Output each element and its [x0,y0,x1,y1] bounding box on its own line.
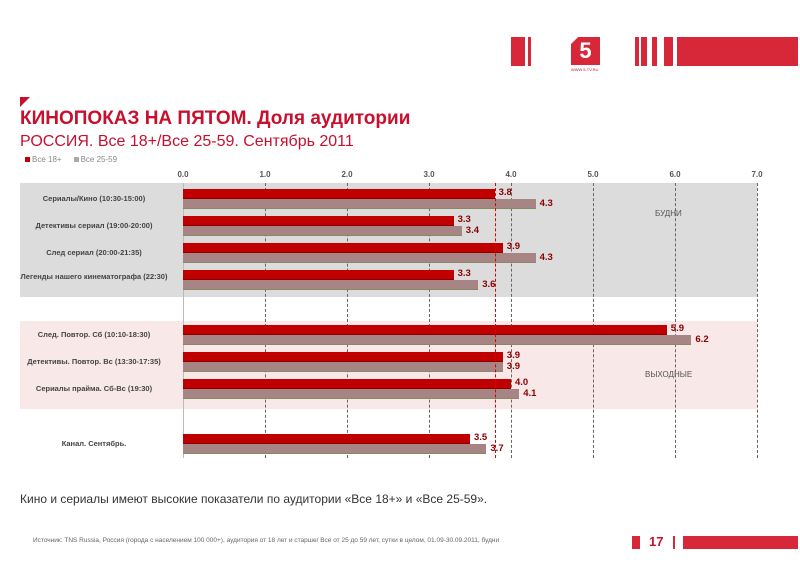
footer-stripes [673,536,675,549]
data-label: 4.3 [539,198,553,209]
y-axis [183,183,184,458]
footer-stripe [632,536,640,549]
bar-25-59 [183,335,692,345]
bar-18plus [183,379,511,389]
gridline [265,183,266,458]
source-note: Источник: TNS Russia, Россия (города с н… [33,537,500,544]
bar-25-59 [183,280,479,290]
data-label: 4.3 [539,252,553,263]
x-tick-label: 4.0 [505,170,517,179]
page-number: 17 [649,534,664,549]
bar-25-59 [183,362,503,372]
category-label: Канал. Сентябрь. [61,439,127,448]
data-label: 3.7 [490,443,504,454]
bar-25-59 [183,253,536,263]
legend-item: Все 18+ [25,155,62,165]
data-label: 5.9 [670,323,685,334]
gridline [757,183,758,458]
x-tick-label: 6.0 [669,170,681,179]
category-label: След. Повтор. Сб (10:10-18:30) [37,330,151,339]
x-tick-label: 5.0 [587,170,599,179]
header-stripe-4 [641,37,647,66]
bar-25-59 [183,226,462,236]
header-stripe-5 [652,37,657,66]
category-label: След сериал (20:00-21:35) [46,248,142,257]
bar-18plus [183,352,503,362]
header-stripe-2 [528,37,531,66]
weekday-label: БУДНИ [655,209,682,218]
header-bar [677,37,798,66]
data-label: 3.3 [457,214,471,225]
category-label: Детективы сериал (19:00-20:00) [35,221,153,230]
summary-note: Кино и сериалы имеют высокие показатели … [20,492,488,506]
data-label: 3.9 [506,350,521,361]
category-label: Сериалы/Кино (10:30-15:00) [42,194,146,203]
category-label: Детективы. Повтор. Вс (13:30-17:35) [27,357,161,366]
data-label: 4.0 [515,377,529,388]
gridline [593,183,594,458]
weekend-label: ВЫХОДНЫЕ [645,370,693,379]
data-label: 6.2 [695,334,709,345]
data-label: 4.1 [523,388,537,399]
gridline [511,183,512,458]
gridline [347,183,348,458]
x-tick-label: 0.0 [177,170,189,179]
x-tick-label: 1.0 [259,170,271,179]
page-title: КИНОПОКАЗ НА ПЯТОМ. Доля аудитории [20,108,411,129]
data-label: 3.9 [506,241,521,252]
chart-legend: Все 18+ Все 25-59 [25,155,117,165]
logo-url: WWW.5-TV.RU [571,67,599,72]
header-stripe-3 [635,37,639,66]
x-tick-label: 3.0 [423,170,435,179]
gridline [429,183,430,458]
data-label: 3.8 [498,187,512,198]
category-label: Сериалы прайма. Сб-Вс (19:30) [35,384,153,393]
header-stripe-6 [664,37,673,66]
data-label: 3.3 [457,268,471,279]
category-label: Легенды нашего кинематографа (22:30) [20,272,168,281]
legend-item: Все 25-59 [73,155,117,165]
bar-18plus [183,216,454,226]
bar-25-59 [183,199,536,209]
bar-18plus [183,270,454,280]
data-label: 3.9 [506,361,521,372]
bar-18plus [183,325,667,335]
bar-25-59 [183,444,487,454]
corner-triangle [20,97,30,107]
bar-18plus [183,243,503,253]
x-tick-label: 7.0 [751,170,763,179]
channel-logo: 5 [571,37,600,65]
data-label: 3.6 [482,279,496,290]
header-stripe-1 [511,37,525,66]
page-subtitle: РОССИЯ. Все 18+/Все 25-59. Сентябрь 2011 [20,133,354,150]
data-label: 3.4 [465,225,480,236]
gridline [675,183,676,458]
bar-25-59 [183,389,520,399]
bar-18plus [183,434,470,444]
bar-18plus [183,189,495,199]
data-label: 3.5 [474,432,488,443]
reference-line [494,183,496,458]
x-tick-label: 2.0 [341,170,353,179]
footer-bar [683,536,798,549]
